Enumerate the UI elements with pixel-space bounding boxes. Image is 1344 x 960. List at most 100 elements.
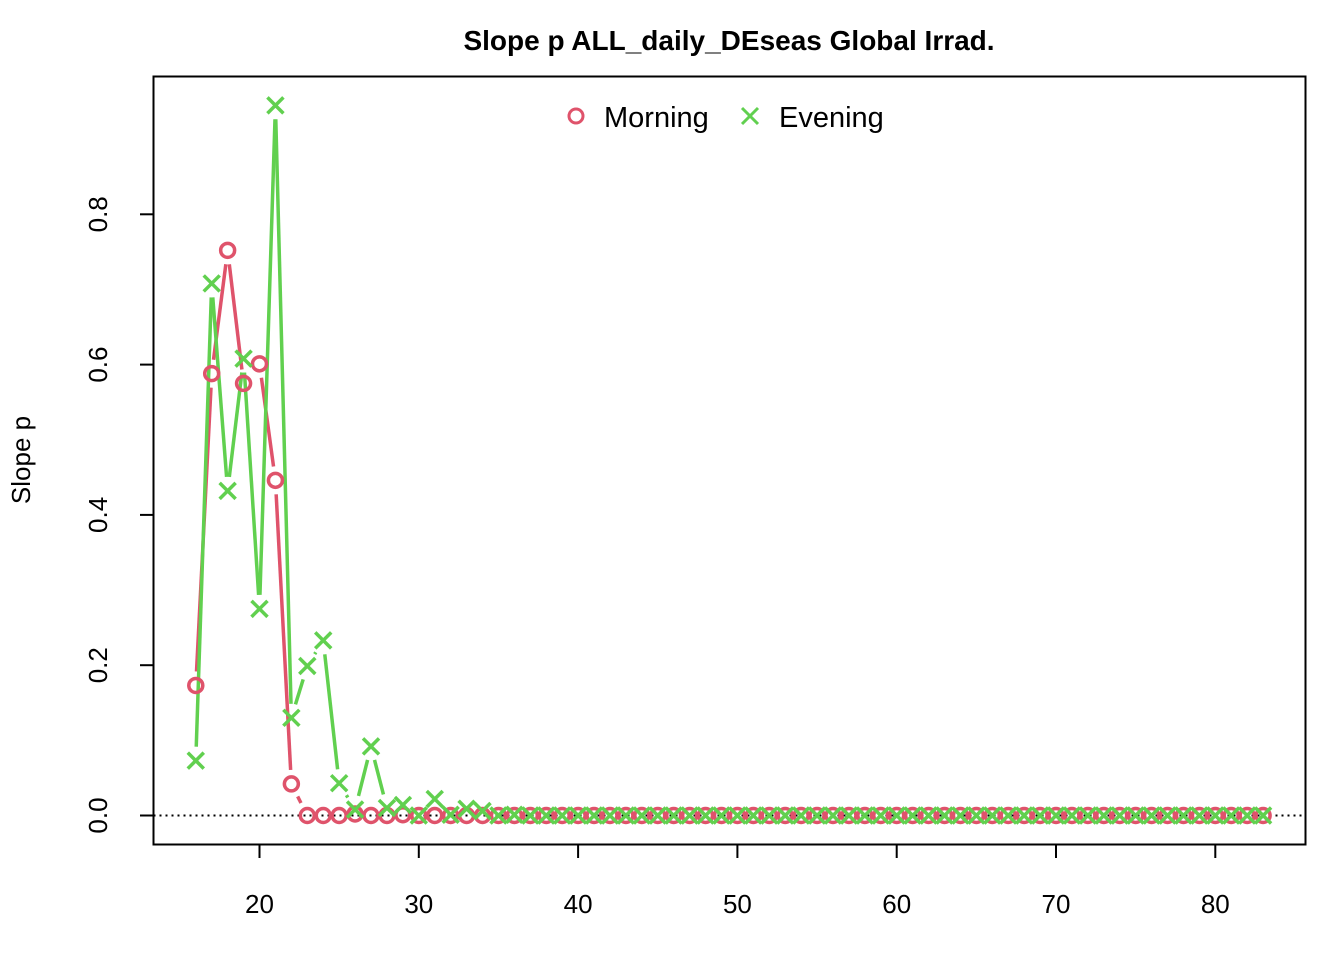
evening-point bbox=[632, 806, 652, 825]
evening-point bbox=[345, 800, 365, 819]
evening-point bbox=[744, 806, 763, 825]
chart-title: Slope p ALL_daily_DEseas Global Irrad. bbox=[463, 25, 994, 56]
evening-point bbox=[1126, 806, 1145, 825]
morning-point bbox=[808, 806, 826, 825]
evening-line-segment bbox=[194, 297, 213, 747]
morning-point bbox=[282, 775, 301, 793]
evening-point bbox=[887, 806, 906, 825]
evening-point bbox=[728, 806, 747, 825]
evening-point bbox=[552, 806, 572, 825]
morning-line-segment bbox=[227, 264, 244, 370]
evening-point bbox=[584, 806, 604, 825]
evening-point bbox=[1094, 806, 1114, 825]
evening-point bbox=[505, 805, 524, 824]
x-tick-label: 50 bbox=[723, 889, 752, 919]
evening-point bbox=[1174, 806, 1193, 825]
evening-point bbox=[521, 806, 540, 825]
evening-point bbox=[313, 631, 333, 650]
morning-point bbox=[1174, 806, 1193, 825]
evening-point bbox=[1014, 806, 1034, 825]
morning-point bbox=[1254, 806, 1272, 825]
morning-point bbox=[1063, 806, 1081, 825]
morning-point bbox=[569, 806, 587, 825]
evening-point bbox=[775, 806, 795, 825]
evening-line-segment bbox=[323, 654, 340, 770]
evening-point bbox=[1206, 806, 1225, 825]
morning-point bbox=[935, 806, 954, 825]
evening-point bbox=[696, 806, 715, 825]
morning-point bbox=[999, 806, 1017, 825]
morning-point bbox=[601, 806, 619, 825]
legend-morning-marker bbox=[567, 107, 585, 125]
x-tick-label: 20 bbox=[245, 889, 274, 919]
evening-point bbox=[1158, 806, 1177, 825]
morning-point bbox=[346, 805, 364, 823]
evening-line-segment bbox=[344, 794, 350, 799]
evening-point bbox=[855, 806, 875, 825]
morning-point bbox=[505, 806, 524, 825]
morning-point bbox=[856, 806, 874, 825]
morning-point bbox=[776, 806, 794, 825]
evening-point bbox=[186, 751, 206, 770]
morning-point bbox=[728, 806, 747, 825]
morning-point bbox=[1158, 806, 1177, 825]
evening-point bbox=[298, 656, 317, 676]
evening-point bbox=[377, 798, 397, 818]
x-tick-label: 80 bbox=[1201, 889, 1230, 919]
morning-point bbox=[1095, 806, 1113, 825]
morning-point bbox=[521, 806, 540, 825]
evening-point bbox=[871, 806, 891, 825]
evening-point bbox=[998, 806, 1018, 825]
series-lines bbox=[194, 119, 386, 804]
morning-point bbox=[903, 806, 922, 825]
evening-line-segment bbox=[258, 119, 277, 595]
evening-point bbox=[568, 806, 588, 825]
evening-point bbox=[329, 773, 349, 793]
morning-point bbox=[1015, 806, 1033, 825]
morning-point bbox=[712, 806, 731, 825]
morning-point bbox=[298, 806, 317, 825]
morning-line-segment bbox=[259, 377, 276, 467]
morning-point bbox=[760, 806, 779, 825]
morning-point bbox=[696, 806, 715, 825]
x-tick-label: 30 bbox=[404, 889, 433, 919]
morning-point bbox=[266, 471, 285, 490]
evening-point bbox=[600, 806, 620, 825]
evening-point bbox=[967, 806, 986, 825]
y-tick-label: 0.8 bbox=[83, 196, 113, 232]
series-points bbox=[186, 96, 1273, 825]
evening-point bbox=[234, 349, 253, 368]
evening-point bbox=[823, 806, 843, 825]
morning-point bbox=[553, 806, 571, 825]
morning-point bbox=[585, 806, 603, 825]
evening-point bbox=[457, 799, 476, 818]
morning-point bbox=[1031, 806, 1049, 825]
legend-evening-marker bbox=[740, 106, 760, 126]
evening-point bbox=[919, 806, 938, 825]
evening-point bbox=[218, 481, 237, 501]
legend-morning-label: Morning bbox=[604, 102, 709, 134]
morning-point bbox=[330, 806, 348, 825]
evening-point bbox=[983, 806, 1002, 825]
morning-point bbox=[617, 806, 635, 825]
x-tick-label: 70 bbox=[1042, 889, 1071, 919]
evening-point bbox=[791, 806, 811, 825]
evening-point bbox=[951, 806, 970, 825]
morning-point bbox=[234, 374, 253, 393]
morning-point bbox=[872, 806, 890, 825]
morning-line-segment bbox=[274, 494, 293, 771]
morning-point bbox=[1222, 806, 1240, 825]
morning-point bbox=[1206, 806, 1225, 825]
evening-point bbox=[1142, 806, 1161, 825]
morning-point bbox=[983, 806, 1002, 825]
morning-point bbox=[1142, 806, 1161, 825]
morning-point bbox=[410, 806, 428, 825]
evening-point bbox=[935, 806, 954, 825]
morning-point bbox=[680, 806, 699, 825]
morning-point bbox=[887, 806, 906, 825]
evening-point bbox=[1110, 806, 1129, 825]
morning-point bbox=[744, 806, 763, 825]
evening-line-segment bbox=[313, 651, 318, 655]
plot-frame bbox=[152, 75, 1307, 846]
